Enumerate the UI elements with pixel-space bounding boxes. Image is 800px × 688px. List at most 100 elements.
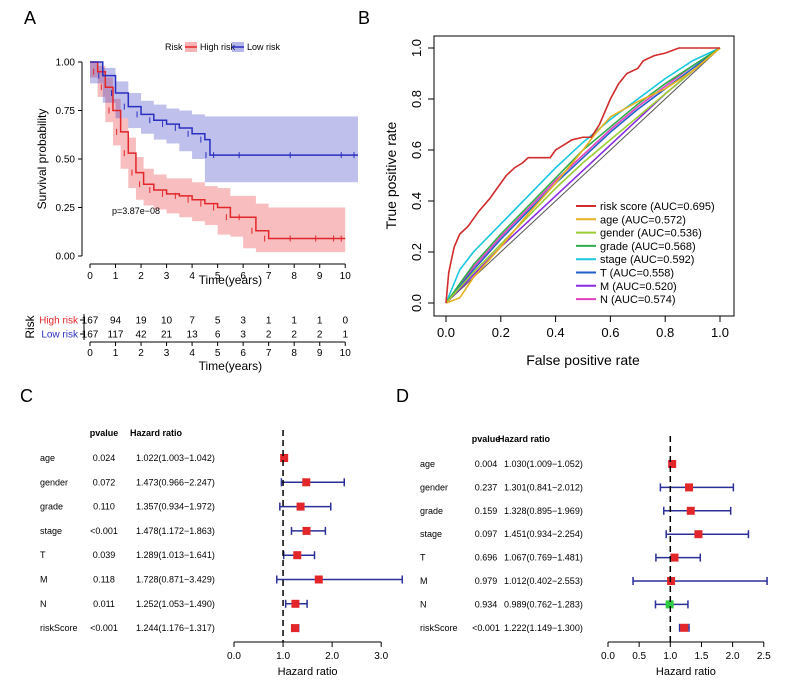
y-tick-label: 1.00	[56, 58, 76, 69]
row-hazard-ratio: 1.301(0.841−2.012)	[504, 482, 583, 492]
risk-count: 1	[291, 316, 297, 327]
legend-label: Low risk	[247, 42, 281, 52]
x-tick-label: 2.0	[325, 651, 339, 662]
row-pvalue: 0.011	[93, 599, 115, 609]
risk-x-tick-label: 1	[113, 348, 119, 359]
row-hazard-ratio: 1.478(1.172−1.863)	[136, 526, 215, 536]
roc-curve	[445, 47, 721, 304]
row-hazard-ratio: 1.328(0.895−1.969)	[504, 506, 583, 516]
row-hazard-ratio: 1.728(0.871−3.429)	[136, 575, 215, 585]
risk-count: 2	[266, 330, 272, 341]
risk-count: 42	[135, 330, 147, 341]
x-tick-label: 0.8	[656, 325, 674, 340]
x-tick-label: 0.4	[547, 325, 565, 340]
y-tick-label: 0.4	[409, 192, 424, 210]
legend-label: grade (AUC=0.568)	[600, 241, 696, 253]
risk-count: 2	[317, 330, 323, 341]
x-tick-label: 0.0	[227, 651, 241, 662]
risk-count: 1	[342, 330, 348, 341]
x-tick-label: 1.5	[695, 651, 709, 662]
x-tick-label: 8	[291, 271, 297, 282]
x-tick-label: 3	[164, 271, 170, 282]
row-pvalue: 0.979	[475, 576, 498, 586]
forest-plot-univariate: pvalue Hazard ratio age 0.024 1.022(1.003−1.…	[40, 428, 403, 678]
risk-count: 2	[291, 330, 297, 341]
row-label: stage	[420, 529, 442, 539]
panel-label-a: A	[24, 8, 36, 28]
risk-count: 7	[189, 316, 195, 327]
hazard-point	[293, 551, 302, 560]
row-pvalue: 0.097	[475, 529, 498, 539]
y-tick-label: 0.2	[409, 243, 424, 261]
row-label: T	[420, 553, 426, 563]
hazard-point	[668, 460, 677, 468]
x-axis-label: Hazard ratio	[278, 666, 338, 678]
x-tick-label: 6	[240, 271, 246, 282]
row-label: N	[40, 599, 47, 609]
row-hazard-ratio: 1.022(1.003−1.042)	[136, 453, 215, 463]
legend-label: stage (AUC=0.592)	[600, 254, 694, 266]
hazard-point	[291, 624, 300, 633]
y-tick-label: 0.50	[56, 155, 76, 166]
row-label: grade	[420, 506, 443, 516]
p-value-annotation: p=3.87e−08	[112, 206, 160, 216]
x-tick-label: 1.0	[276, 651, 290, 662]
row-hazard-ratio: 0.989(0.762−1.283)	[504, 599, 583, 609]
row-pvalue: 0.118	[93, 575, 115, 585]
risk-count: 94	[110, 316, 122, 327]
x-tick-label: 0.6	[601, 325, 619, 340]
row-hazard-ratio: 1.030(1.009−1.052)	[504, 459, 583, 469]
row-label: gender	[420, 482, 448, 492]
hazard-point	[665, 600, 674, 609]
row-pvalue: 0.110	[93, 502, 115, 512]
panel-label-c: C	[20, 386, 33, 406]
risk-x-tick-label: 6	[240, 348, 246, 359]
risk-x-tick-label: 8	[291, 348, 297, 359]
x-axis-label: False positive rate	[526, 352, 640, 368]
survival-curve	[90, 61, 358, 156]
risk-count: 1	[317, 316, 323, 327]
legend-label: High risk	[200, 42, 236, 52]
hazard-point	[686, 506, 695, 515]
roc-curve	[445, 47, 720, 304]
row-label: age	[420, 459, 435, 469]
x-tick-label: 9	[317, 271, 323, 282]
diagonal-reference	[445, 47, 721, 304]
row-label: stage	[40, 526, 62, 536]
risk-x-tick-label: 9	[317, 348, 323, 359]
row-label: M	[420, 576, 428, 586]
legend-label: N (AUC=0.574)	[600, 294, 676, 306]
x-tick-label: 10	[340, 271, 352, 282]
hazard-point	[680, 623, 689, 632]
x-tick-label: 0.0	[601, 651, 615, 662]
row-pvalue: 0.159	[475, 506, 498, 516]
y-axis-label: Survival probability	[35, 109, 49, 210]
risk-row-label: High risk	[39, 316, 79, 327]
roc-plot: 0.0 0.0 0.2 0.2 0.4 0.4 0.6 0.6 0.8 0.8 1.0 1.0 Fals…	[383, 35, 735, 368]
row-pvalue: 0.237	[475, 482, 498, 492]
row-pvalue: 0.072	[93, 477, 116, 487]
risk-count: 19	[135, 316, 147, 327]
row-hazard-ratio: 1.473(0.966−2.247)	[136, 477, 215, 487]
x-tick-label: 1	[113, 271, 119, 282]
row-label: riskScore	[40, 623, 78, 633]
legend-label: gender (AUC=0.536)	[600, 228, 702, 240]
hazard-ratio-header: Hazard ratio	[498, 434, 551, 444]
roc-curve	[445, 47, 721, 304]
roc-curve	[445, 47, 721, 304]
x-axis-label: Hazard ratio	[656, 666, 716, 678]
risk-count: 3	[240, 330, 246, 341]
risk-count: 6	[215, 330, 221, 341]
row-pvalue: 0.039	[93, 550, 116, 560]
plot-frame	[433, 35, 735, 317]
survival-curve	[90, 61, 346, 240]
hazard-point	[314, 575, 323, 584]
row-label: riskScore	[420, 623, 458, 633]
legend-label: T (AUC=0.558)	[600, 268, 674, 280]
risk-count: 167	[82, 316, 99, 327]
hazard-point	[685, 483, 694, 492]
risk-x-tick-label: 7	[266, 348, 272, 359]
risk-count: 167	[82, 330, 99, 341]
row-pvalue: 0.696	[475, 553, 498, 563]
